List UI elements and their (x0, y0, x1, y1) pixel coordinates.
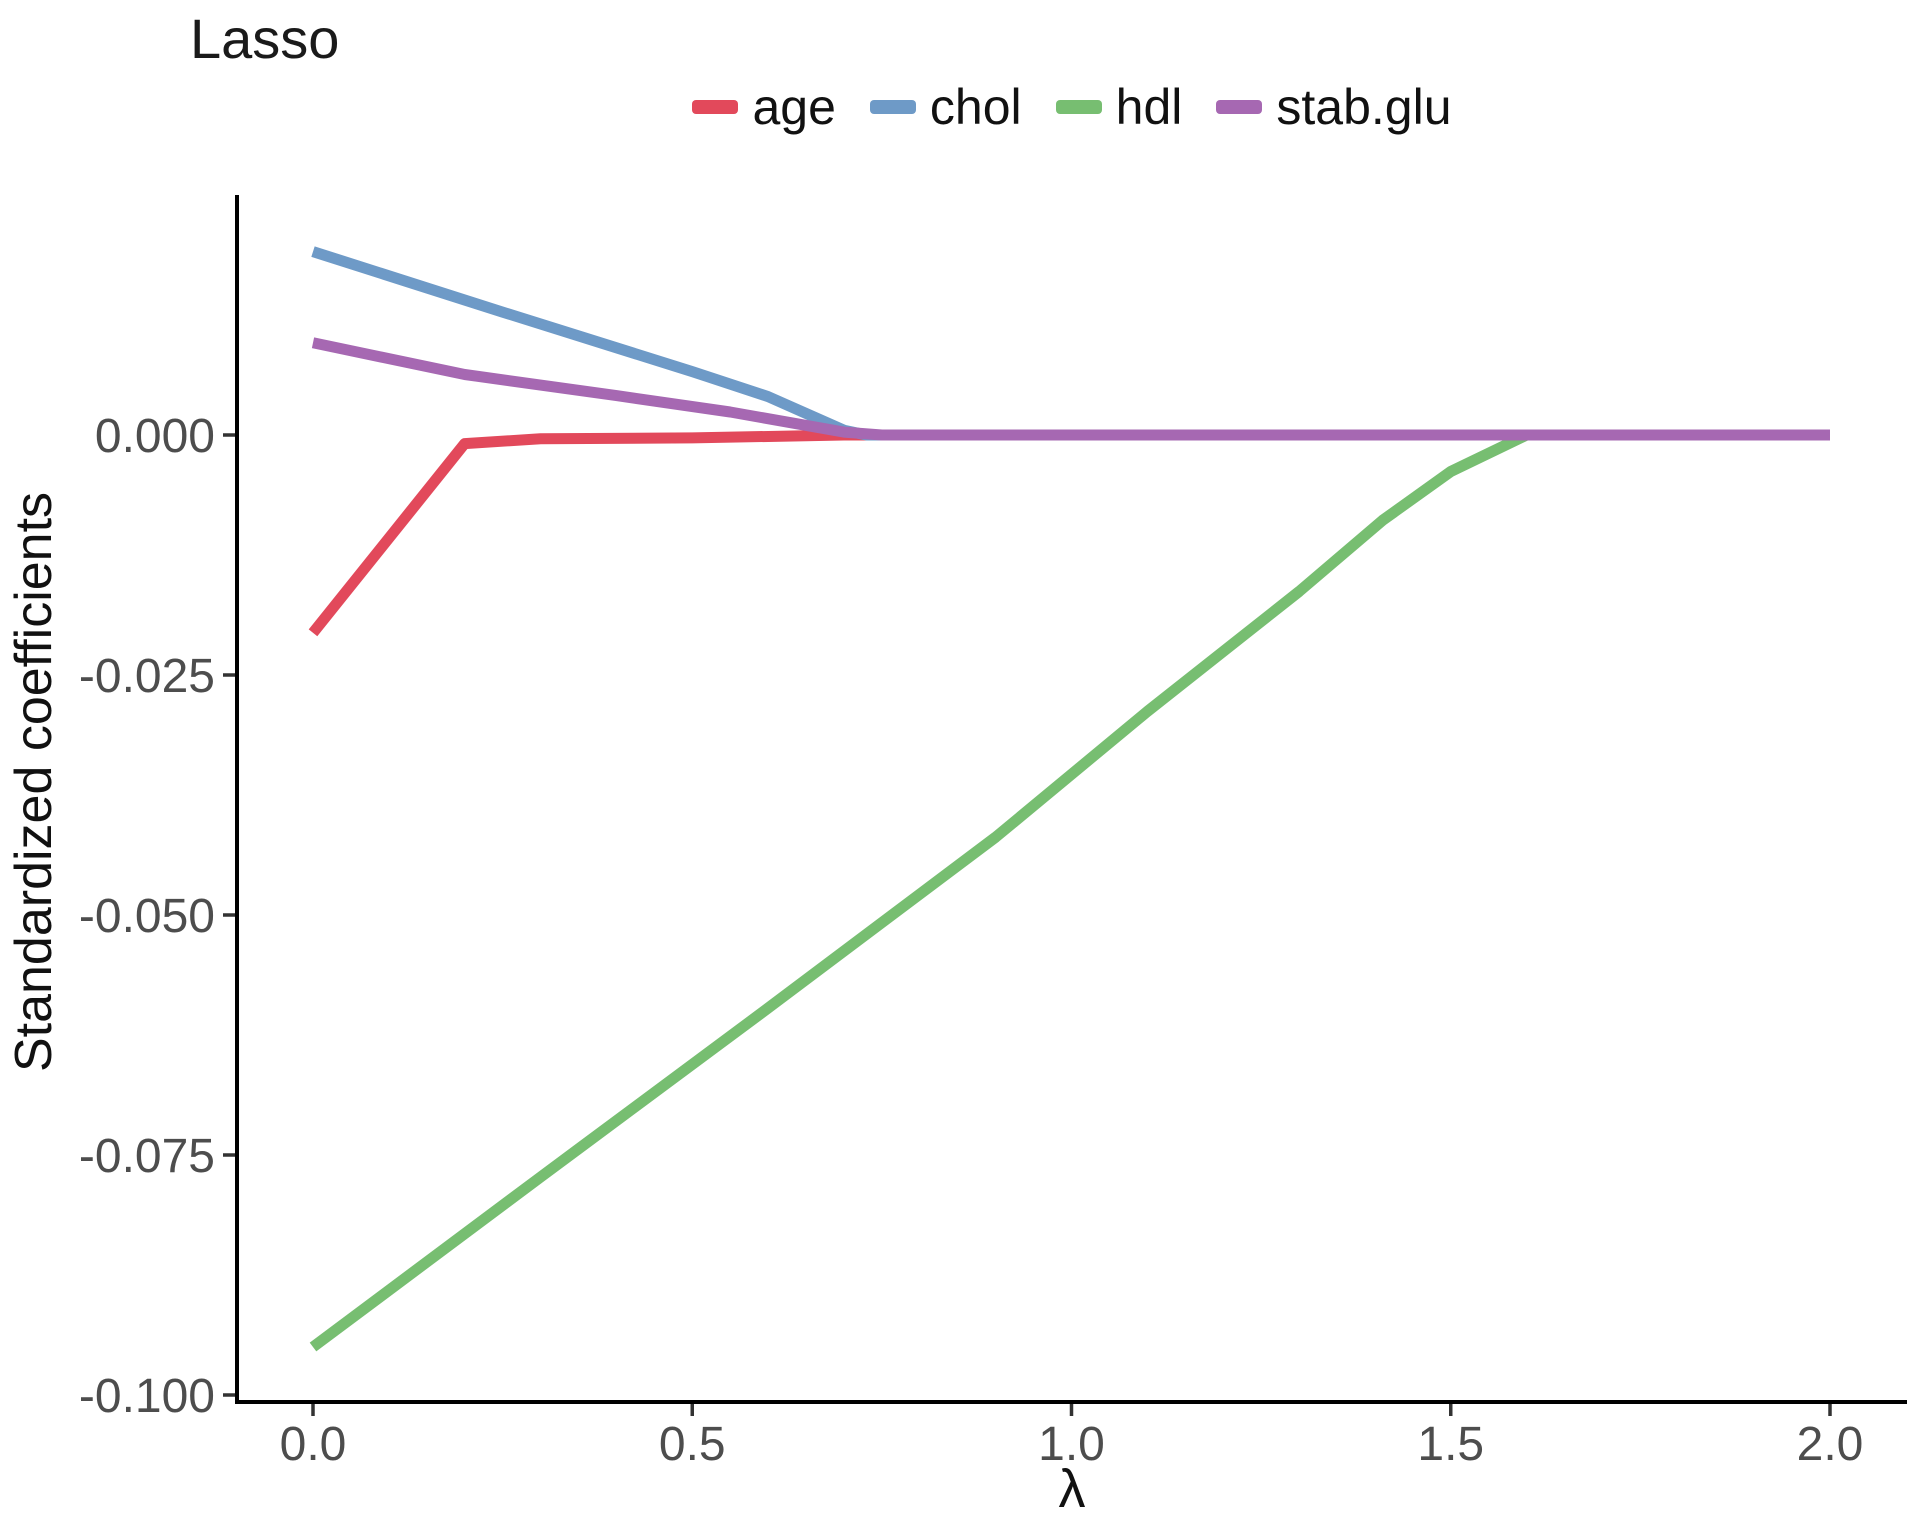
x-tick-label: 1.0 (1038, 1418, 1105, 1471)
y-tick-label: -0.100 (79, 1370, 215, 1423)
x-axis-title: λ (1058, 1459, 1086, 1519)
legend-key-icon (692, 100, 739, 114)
series-line-stab.glu (311, 337, 1830, 441)
legend-label: chol (929, 79, 1022, 135)
series-line-chol (311, 246, 1830, 441)
x-tick-label: 0.5 (659, 1418, 726, 1471)
x-tick-label: 1.5 (1417, 1418, 1484, 1471)
y-tick-label: 0.000 (95, 410, 215, 463)
y-tick-label: -0.050 (79, 890, 215, 943)
legend-label: stab.glu (1276, 79, 1452, 135)
legend-key-icon (869, 100, 916, 114)
legend-label: hdl (1115, 79, 1183, 135)
legend-item-hdl: hdl (1055, 79, 1183, 135)
legend-item-stab.glu: stab.glu (1216, 79, 1452, 135)
legend-label: age (752, 79, 836, 135)
legend-key-icon (1216, 100, 1263, 114)
legend: age chol hdl stab.glu (237, 76, 1907, 138)
x-tick-label: 0.0 (280, 1418, 347, 1471)
series-line-hdl (309, 429, 1830, 1352)
y-tick-label: -0.075 (79, 1130, 215, 1183)
x-tick-label: 2.0 (1797, 1418, 1864, 1471)
series-line-age (308, 429, 1830, 637)
chart-title: Lasso (190, 7, 340, 70)
y-tick-label: -0.025 (79, 650, 215, 703)
legend-item-chol: chol (869, 79, 1022, 135)
legend-item-age: age (692, 79, 836, 135)
legend-key-icon (1055, 100, 1102, 114)
